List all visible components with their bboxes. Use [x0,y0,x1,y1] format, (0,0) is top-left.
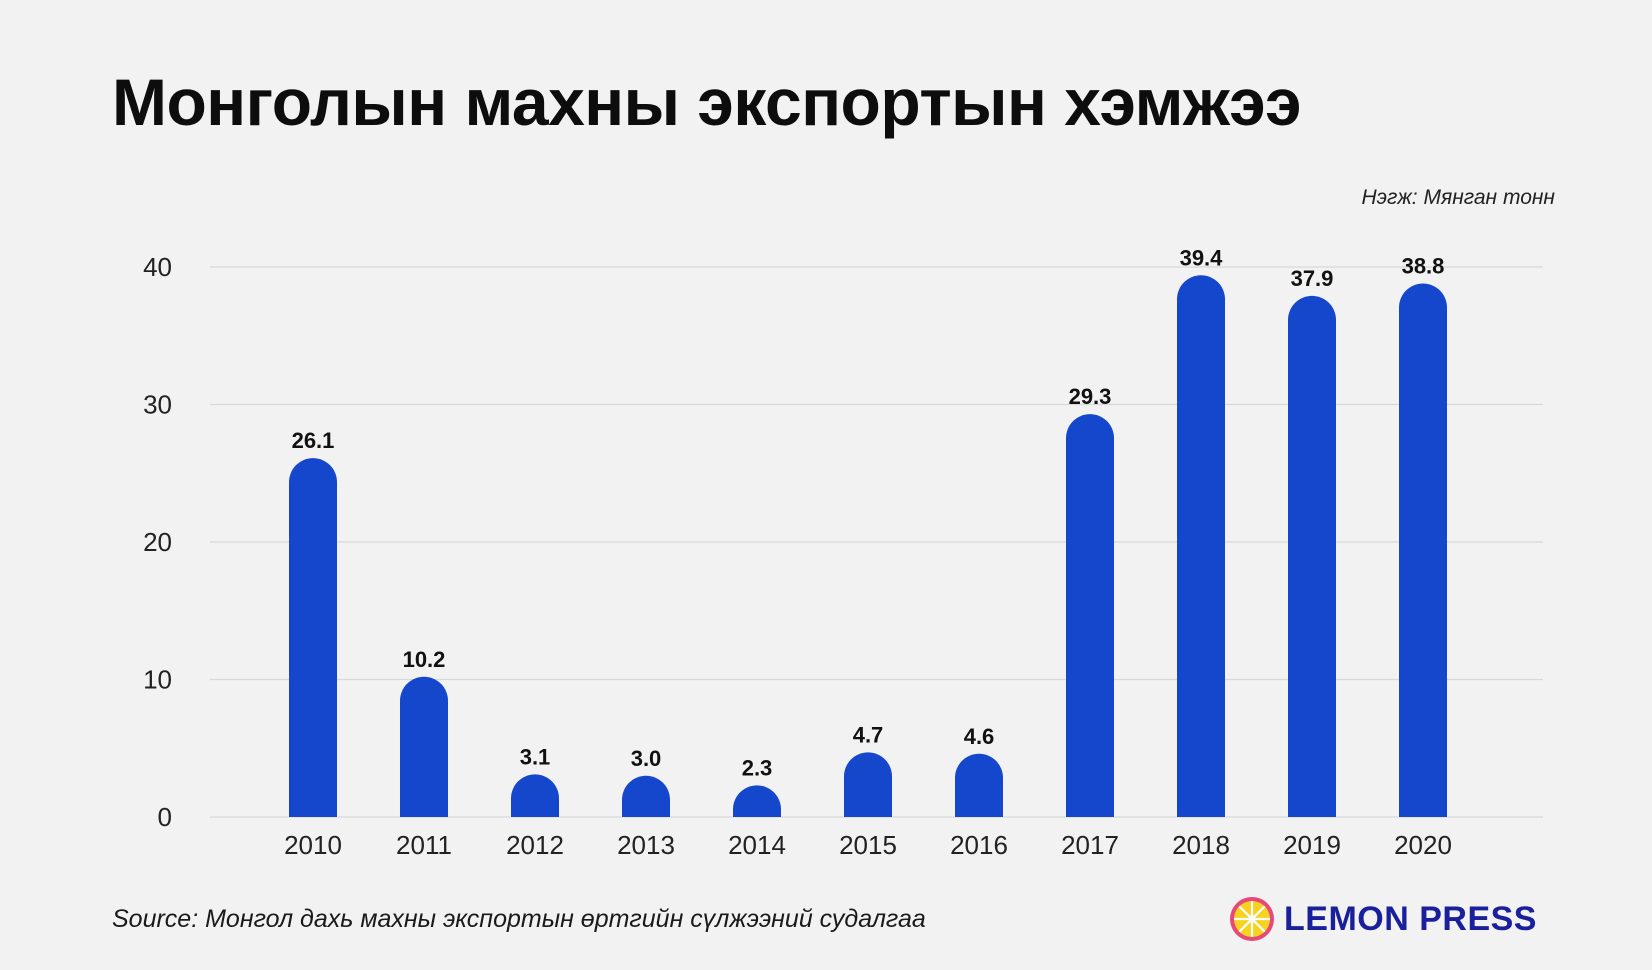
y-tick-label: 30 [143,390,172,420]
x-tick-label-2012: 2012 [506,830,564,860]
bar-2012 [511,774,559,817]
source-note: Source: Монгол дахь махны экспортын өртг… [112,905,926,933]
y-axis-ticks: 0 10 20 30 40 [143,252,172,832]
x-axis-ticks: 2010 2011 2012 2013 2014 2015 2016 2017 2018 2019… [284,830,1452,860]
x-tick-label-2018: 2018 [1172,830,1230,860]
data-label-2015: 4.7 [853,722,884,747]
bar-2020 [1399,283,1447,817]
data-label-2017: 29.3 [1069,384,1112,409]
y-tick-label: 20 [143,527,172,557]
data-label-2019: 37.9 [1291,266,1334,291]
bar-2018 [1177,275,1225,817]
bar-2010 [289,458,337,817]
data-label-2016: 4.6 [964,724,995,749]
x-tick-label-2015: 2015 [839,830,897,860]
bar-2016 [955,753,1003,817]
bar-2019 [1288,295,1336,817]
x-tick-label-2010: 2010 [284,830,342,860]
x-tick-label-2019: 2019 [1283,830,1341,860]
data-labels: 26.1 10.2 3.1 3.0 2.3 4.7 4.6 29.3 39.4 37.9 38.8 [292,245,1445,780]
data-label-2012: 3.1 [520,744,551,769]
lemon-slice-icon [1230,897,1274,941]
chart-title: Монголын махны экспортын хэмжээ [112,65,1302,139]
y-tick-label: 0 [158,802,172,832]
y-tick-label: 10 [143,665,172,695]
x-tick-label-2014: 2014 [728,830,786,860]
data-label-2020: 38.8 [1402,254,1445,279]
data-label-2013: 3.0 [631,746,662,771]
x-tick-label-2017: 2017 [1061,830,1119,860]
bar-2017 [1066,414,1114,817]
data-label-2014: 2.3 [742,755,773,780]
unit-note: Нэгж: Мянган тонн [1361,186,1555,209]
data-label-2010: 26.1 [292,428,335,453]
x-tick-label-2011: 2011 [396,830,452,860]
logo-text: LEMON PRESS [1284,899,1537,938]
bar-2013 [622,775,670,817]
x-tick-label-2013: 2013 [617,830,675,860]
x-tick-label-2020: 2020 [1394,830,1452,860]
bar-2014 [733,785,781,817]
y-tick-label: 40 [143,252,172,282]
bar-2015 [844,752,892,817]
x-tick-label-2016: 2016 [950,830,1008,860]
data-label-2011: 10.2 [403,647,446,672]
bar-2011 [400,676,448,817]
lemon-press-logo: LEMON PRESS [1228,893,1537,945]
bars [289,275,1447,817]
data-label-2018: 39.4 [1180,245,1224,270]
bar-chart: 0 10 20 30 40 26.1 10.2 3.1 3.0 2.3 4.7 4.6 29.3 39.… [143,245,1543,860]
